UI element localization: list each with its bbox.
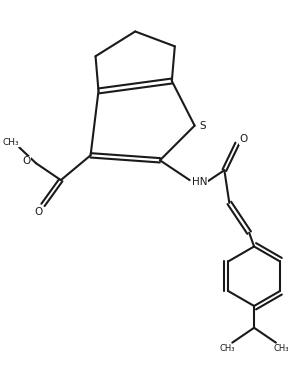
Text: CH₃: CH₃ [3, 138, 20, 147]
Text: CH₃: CH₃ [220, 344, 235, 353]
Text: O: O [239, 134, 247, 144]
Text: O: O [34, 207, 42, 217]
Text: O: O [22, 156, 30, 166]
Text: CH₃: CH₃ [273, 344, 289, 353]
Text: HN: HN [192, 177, 207, 187]
Text: S: S [199, 121, 206, 131]
